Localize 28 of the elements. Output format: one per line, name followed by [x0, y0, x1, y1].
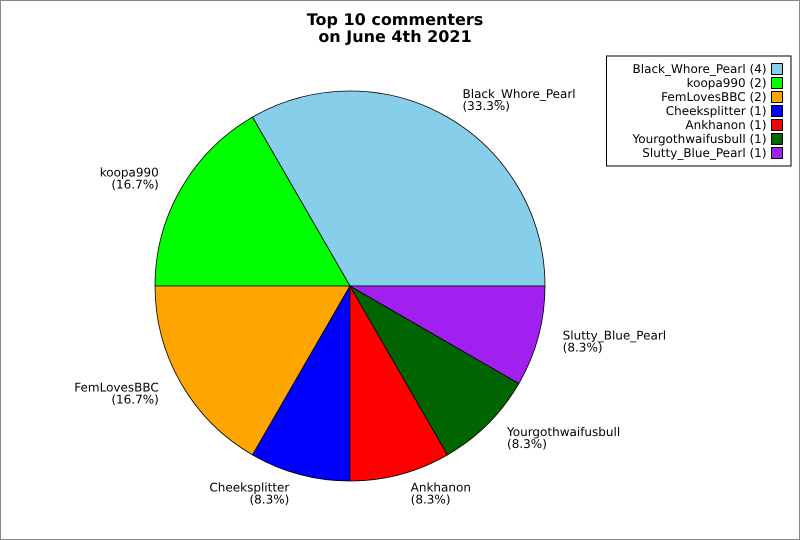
- data-label: (1): [750, 104, 766, 118]
- text: (8.3%): [249, 492, 290, 507]
- text: (16.7%): [111, 392, 159, 406]
- legend-label: Slutty_Blue_Pearl: [642, 146, 746, 160]
- data-label: (1): [750, 132, 766, 146]
- legend-label: koopa990: [686, 76, 746, 90]
- data-label: (2): [750, 76, 766, 90]
- text: (16.7%): [111, 178, 159, 192]
- slice-label: Cheeksplitter: [209, 480, 290, 495]
- slice-label: Ankhanon: [410, 480, 471, 495]
- chart-title: Top 10 commenters on June 4th 2021: [306, 10, 484, 46]
- data-label: (4): [750, 62, 766, 76]
- slice-label: Slutty_Blue_Pearl: [562, 328, 666, 343]
- slice-label: Yourgothwaifusbull: [506, 425, 620, 440]
- slice-label: FemLovesBBC: [74, 380, 159, 394]
- legend-label: Ankhanon: [685, 118, 746, 132]
- data-label: (2): [750, 90, 766, 104]
- text: (8.3%): [507, 437, 547, 452]
- slice-label: Black_Whore_Pearl: [462, 86, 576, 101]
- legend-label: Yourgothwaifusbull: [632, 132, 746, 146]
- data-label: (1): [750, 118, 766, 132]
- legend-label: FemLovesBBC: [661, 90, 746, 104]
- legend-label: Black_Whore_Pearl: [632, 62, 746, 76]
- slice-label: koopa990: [100, 166, 159, 180]
- text: (8.3%): [410, 492, 451, 507]
- legend-label: Cheeksplitter: [666, 104, 746, 118]
- data-label: (1): [750, 146, 766, 160]
- text: (33.3%): [462, 98, 510, 113]
